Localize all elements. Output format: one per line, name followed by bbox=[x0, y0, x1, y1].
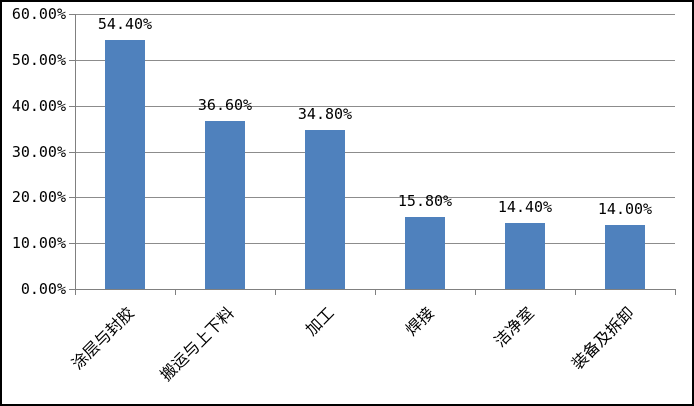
bar-value-label: 34.80% bbox=[297, 105, 353, 123]
y-axis-tick-label: 0.00% bbox=[20, 280, 66, 298]
bar-value-label: 14.00% bbox=[597, 200, 653, 218]
y-axis-tick bbox=[69, 197, 75, 198]
x-axis-tick bbox=[475, 289, 476, 295]
x-axis-category-label: 涂层与封胶 bbox=[67, 303, 138, 374]
x-axis-tick bbox=[75, 289, 76, 295]
bar-value-label: 36.60% bbox=[197, 96, 253, 114]
gridline bbox=[75, 152, 675, 153]
bar-value-label: 54.40% bbox=[97, 15, 153, 33]
bar-value-label: 15.80% bbox=[397, 192, 453, 210]
y-axis-tick-label: 30.00% bbox=[11, 143, 66, 161]
x-axis-category-label: 装备及拆卸 bbox=[567, 303, 638, 374]
bar bbox=[305, 130, 345, 289]
y-axis-tick-label: 10.00% bbox=[11, 234, 66, 252]
y-axis-tick bbox=[69, 243, 75, 244]
bar bbox=[405, 217, 445, 289]
y-axis-tick-label: 60.00% bbox=[11, 5, 66, 23]
x-axis-category-label: 洁净室 bbox=[490, 303, 538, 351]
y-axis-tick bbox=[69, 60, 75, 61]
y-axis-tick bbox=[69, 14, 75, 15]
y-axis-tick-label: 20.00% bbox=[11, 188, 66, 206]
y-axis-tick-label: 40.00% bbox=[11, 97, 66, 115]
y-axis-tick bbox=[69, 152, 75, 153]
gridline bbox=[75, 106, 675, 107]
y-axis-tick bbox=[69, 289, 75, 290]
gridline bbox=[75, 14, 675, 15]
x-axis-category-label: 搬运与上下料 bbox=[156, 303, 238, 385]
x-axis-tick bbox=[375, 289, 376, 295]
gridline bbox=[75, 243, 675, 244]
x-axis-tick bbox=[575, 289, 576, 295]
bar-value-label: 14.40% bbox=[497, 198, 553, 216]
gridline bbox=[75, 60, 675, 61]
bar bbox=[205, 121, 245, 289]
bar bbox=[105, 40, 145, 289]
x-axis-tick bbox=[175, 289, 176, 295]
x-axis-category-label: 焊接 bbox=[401, 303, 438, 340]
x-axis-category-label: 加工 bbox=[301, 303, 338, 340]
bar bbox=[605, 225, 645, 289]
bar bbox=[505, 223, 545, 289]
gridline bbox=[75, 197, 675, 198]
y-axis-line bbox=[75, 14, 76, 290]
y-axis-tick bbox=[69, 106, 75, 107]
x-axis-tick bbox=[275, 289, 276, 295]
x-axis-tick bbox=[675, 289, 676, 295]
y-axis-tick-label: 50.00% bbox=[11, 51, 66, 69]
